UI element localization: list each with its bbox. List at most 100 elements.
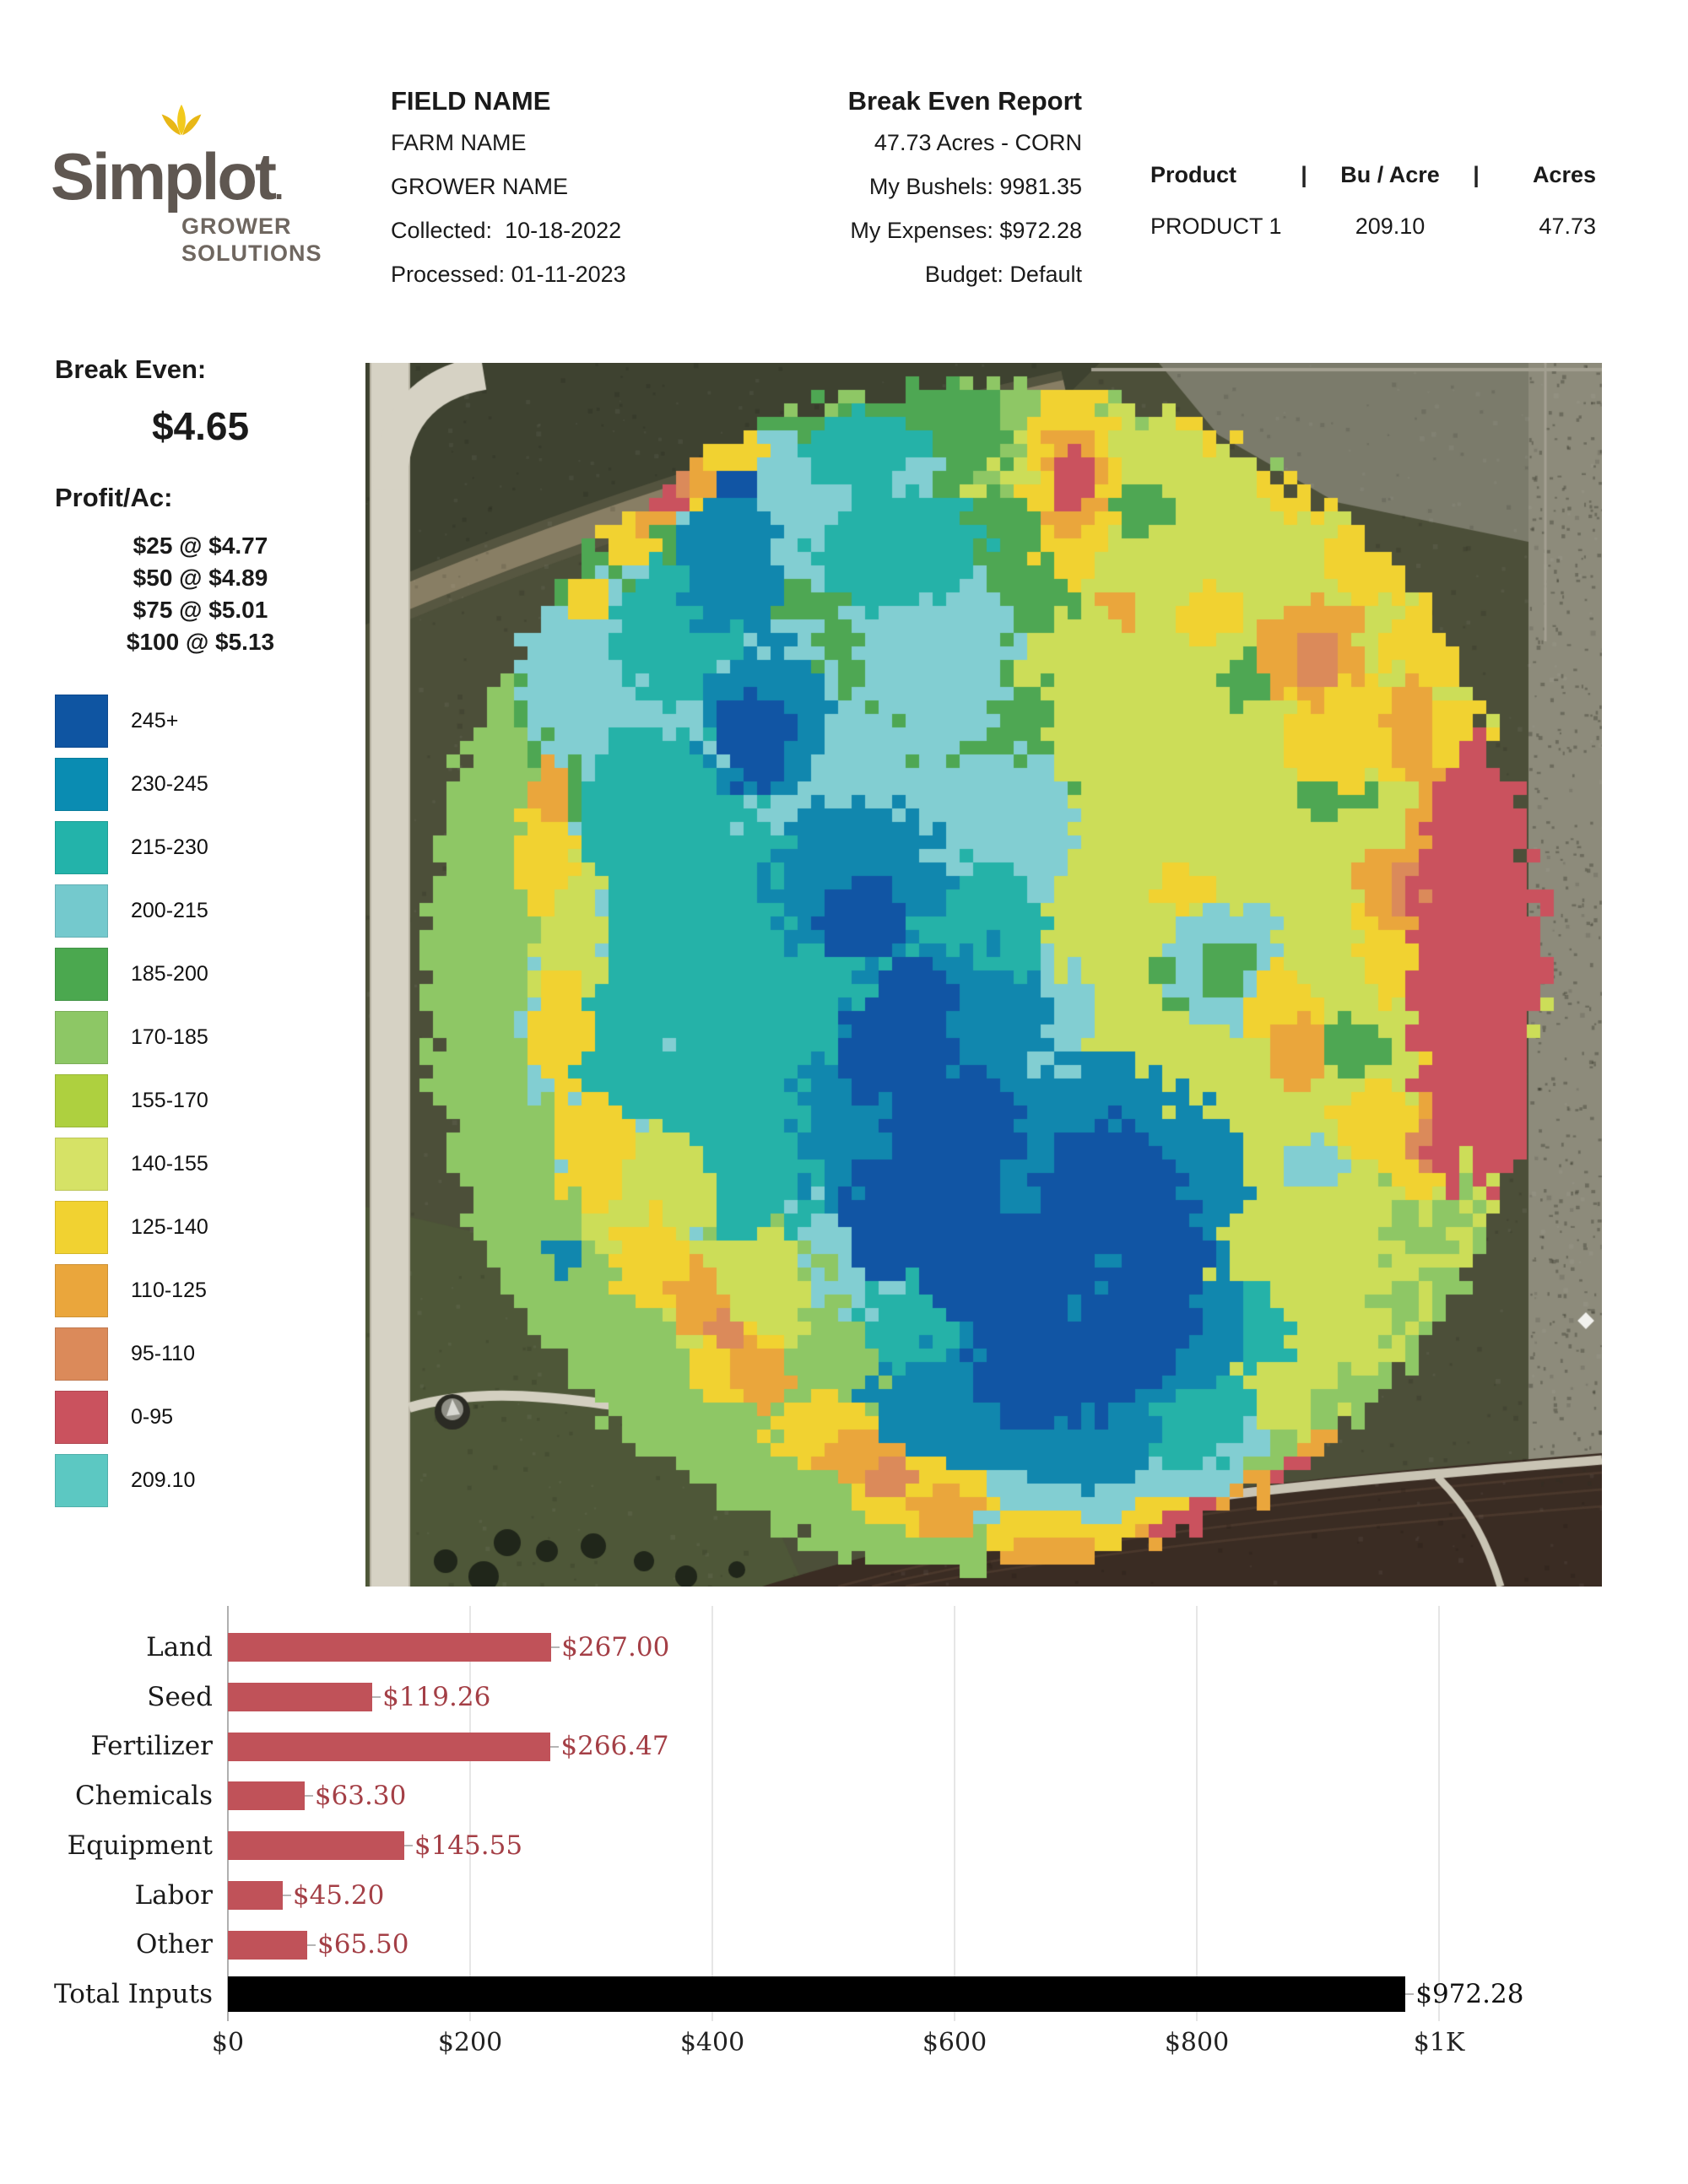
x-axis-tick-label: $400	[679, 2028, 745, 2057]
col-header-bu-per-acre: Bu / Acre	[1340, 162, 1440, 187]
legend-item-5: 170-185	[55, 1011, 208, 1064]
legend-item-10: 95-110	[55, 1327, 208, 1381]
chart-row-chemicals: Chemicals $63.30	[0, 1771, 1688, 1821]
value-label: $145.55	[414, 1830, 523, 1861]
break-even-label: Break Even:	[55, 354, 207, 384]
total-inputs-bar	[228, 1976, 1406, 2013]
bu-per-acre-cell: 209.10	[1355, 214, 1426, 239]
category-label: Labor	[134, 1879, 213, 1911]
legend-label: 140-155	[131, 1152, 208, 1176]
collected-date: Collected: 10-18-2022	[391, 218, 622, 243]
value-leader-line	[551, 1646, 560, 1649]
legend-label: 185-200	[131, 962, 208, 986]
value-label: $119.26	[382, 1681, 491, 1712]
legend-item-2: 215-230	[55, 821, 208, 874]
legend-item-6: 155-170	[55, 1074, 208, 1127]
legend-label: 155-170	[131, 1089, 208, 1112]
x-axis-tick-label: $1K	[1413, 2028, 1465, 2057]
legend-swatch	[55, 1138, 108, 1191]
value-label: $63.30	[314, 1781, 407, 1812]
chart-gridline	[1438, 1606, 1440, 2021]
x-axis-tick-label: $800	[1164, 2028, 1230, 2057]
my-expenses: My Expenses: $972.28	[850, 218, 1082, 243]
column-separator: |	[1473, 162, 1480, 187]
value-label: $65.50	[316, 1929, 409, 1960]
legend-swatch	[55, 884, 108, 938]
category-label: Seed	[147, 1681, 213, 1712]
legend-label: 200-215	[131, 899, 208, 922]
value-leader-line	[1405, 1993, 1415, 1996]
grower-name: GROWER NAME	[391, 174, 569, 199]
x-axis-tick-label: $200	[437, 2028, 503, 2057]
legend-swatch	[55, 758, 108, 811]
value-leader-line	[550, 1745, 560, 1748]
legend-item-3: 200-215	[55, 884, 208, 938]
brand-name: Simplot.	[51, 139, 284, 214]
legend-swatch	[55, 948, 108, 1001]
legend-label: 215-230	[131, 835, 208, 859]
category-label: Equipment	[67, 1830, 213, 1861]
legend-label: 230-245	[131, 772, 208, 796]
chart-row-labor: Labor $45.20	[0, 1871, 1688, 1921]
expense-bar	[228, 1633, 552, 1662]
value-label: $45.20	[292, 1879, 385, 1911]
legend-item-7: 140-155	[55, 1138, 208, 1191]
value-leader-line	[282, 1894, 291, 1896]
chart-gridline	[954, 1606, 955, 2021]
expenses-bar-chart: $0 $200 $400 $600 $800 $1K Land $267.00 Seed $119…	[0, 1606, 1688, 2079]
report-summary-column: Break Even Report 47.73 Acres - CORN My …	[800, 86, 1082, 305]
simplot-logo: Simplot. GROWER SOLUTIONS	[51, 95, 354, 268]
legend-label: 110-125	[131, 1279, 207, 1302]
value-label: $267.00	[561, 1632, 670, 1662]
profit-per-acre-label: Profit/Ac:	[55, 483, 173, 512]
legend-label: 245+	[131, 709, 179, 733]
expense-bar	[228, 1880, 283, 1910]
break-even-value: $4.65	[151, 404, 250, 448]
farm-name: FARM NAME	[391, 130, 527, 155]
value-leader-line	[372, 1696, 381, 1699]
legend-label: 209.10	[131, 1468, 196, 1492]
field-name: FIELD NAME	[391, 86, 551, 116]
value-label: $266.47	[560, 1731, 669, 1762]
profit-per-acre-rows: $25 @ $4.77 $50 @ $4.89 $75 @ $5.01 $100…	[55, 530, 346, 658]
product-table-row: PRODUCT 1 209.10 47.73	[1150, 214, 1596, 240]
profit-row: $50 @ $4.89	[133, 565, 268, 591]
category-label: Other	[135, 1929, 213, 1960]
chart-gridline	[711, 1606, 713, 2021]
chart-row-land: Land $267.00	[0, 1623, 1688, 1673]
value-leader-line	[403, 1845, 413, 1847]
chart-row-seed: Seed $119.26	[0, 1673, 1688, 1722]
brand-tagline: GROWER SOLUTIONS	[181, 214, 322, 267]
my-bushels: My Bushels: 9981.35	[868, 174, 1082, 199]
expense-bar	[228, 1732, 551, 1761]
legend-swatch	[55, 821, 108, 874]
legend-label: 0-95	[131, 1405, 174, 1429]
x-axis-tick-label: $0	[211, 2028, 245, 2057]
legend-item-11: 0-95	[55, 1391, 208, 1444]
value-leader-line	[306, 1943, 316, 1946]
profit-row: $75 @ $5.01	[133, 597, 268, 623]
field-yield-map	[365, 363, 1602, 1587]
category-label: Chemicals	[74, 1781, 213, 1812]
chart-gridline	[1196, 1606, 1198, 2021]
legend-label: 170-185	[131, 1025, 208, 1049]
profit-row: $25 @ $4.77	[133, 532, 268, 559]
col-header-acres: Acres	[1532, 162, 1596, 187]
legend-label: 95-110	[131, 1342, 195, 1365]
expense-bar	[228, 1683, 373, 1712]
acres-crop: 47.73 Acres - CORN	[874, 130, 1082, 155]
category-label: Total Inputs	[53, 1978, 213, 2009]
col-header-product: Product	[1150, 162, 1237, 187]
value-leader-line	[304, 1795, 313, 1797]
yield-legend: 245+ 230-245 215-230 200-215 185-200 170-185 1…	[55, 695, 208, 1517]
chart-row-total-inputs: Total Inputs $972.28	[0, 1970, 1688, 2019]
legend-item-8: 125-140	[55, 1201, 208, 1254]
chart-row-other: Other $65.50	[0, 1920, 1688, 1970]
legend-swatch	[55, 1327, 108, 1381]
legend-item-12: 209.10	[55, 1454, 208, 1507]
chart-row-equipment: Equipment $145.55	[0, 1821, 1688, 1871]
chart-row-fertilizer: Fertilizer $266.47	[0, 1722, 1688, 1771]
chart-gridline	[469, 1606, 471, 2021]
legend-item-9: 110-125	[55, 1264, 208, 1317]
